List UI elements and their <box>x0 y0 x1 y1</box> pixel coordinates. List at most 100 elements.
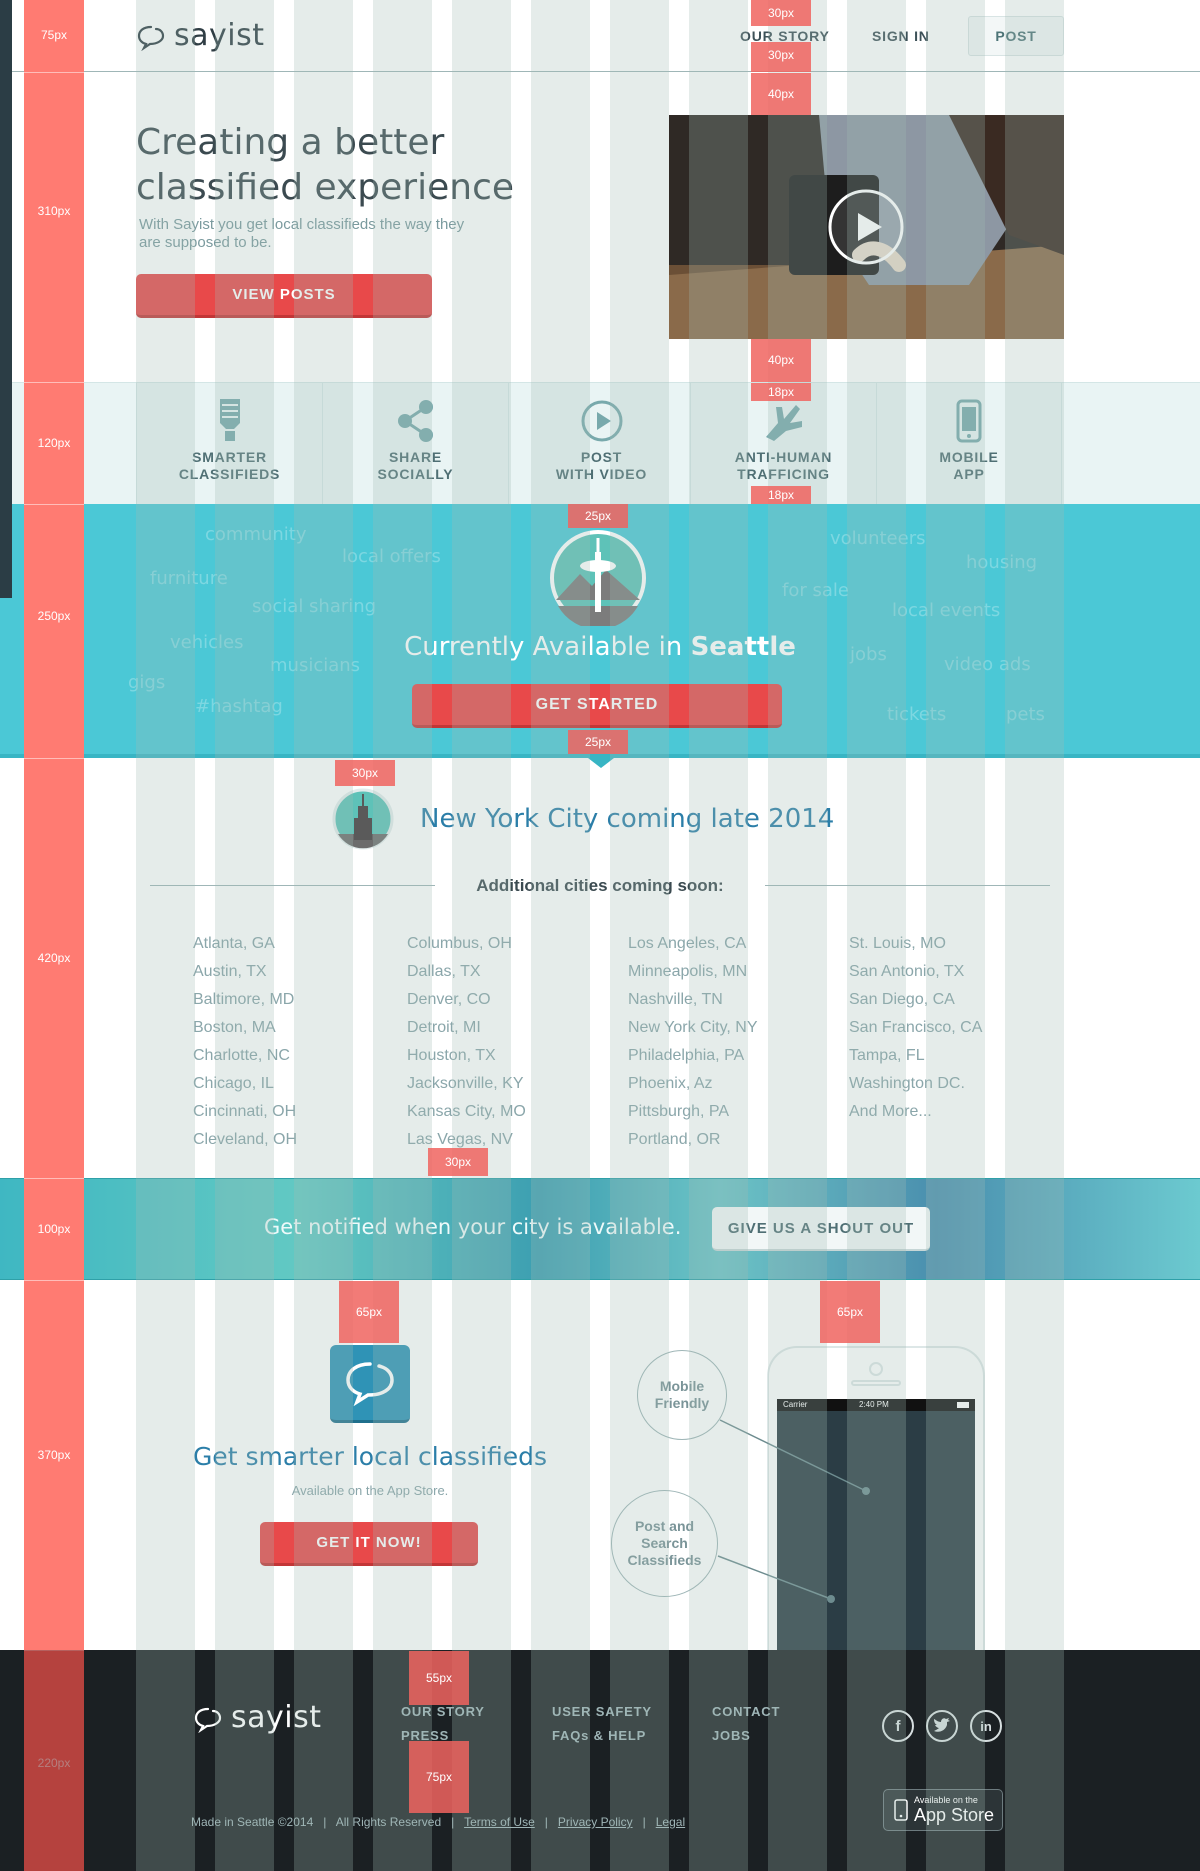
linkedin-icon[interactable]: in <box>970 1710 1002 1742</box>
notify-banner <box>0 1178 1200 1280</box>
feature-anti-human-trafficing[interactable]: ANTI-HUMAN TRAFFICING <box>690 383 876 505</box>
twitter-icon[interactable] <box>926 1710 958 1742</box>
ruler-separator <box>24 1280 84 1281</box>
notify-text: Get notified when your city is available… <box>264 1215 682 1239</box>
footer-link-user-safety[interactable]: USER SAFETY <box>552 1704 652 1719</box>
city-item: Washington DC. <box>849 1075 965 1092</box>
view-posts-button[interactable]: VIEW POSTS <box>136 274 432 318</box>
spacing-marker: 30px <box>335 760 395 786</box>
city-item[interactable]: And More... <box>849 1103 932 1120</box>
features-bar: SMARTER CLASSIFIEDS SHARE SOCIALLY POST WIT… <box>0 382 1200 505</box>
legal-link[interactable]: Legal <box>655 1815 686 1829</box>
feature-label-line1: SMARTER <box>192 449 267 465</box>
city-item: New York City, NY <box>628 1019 758 1036</box>
footer-link-press[interactable]: PRESS <box>401 1728 450 1743</box>
city-item: San Francisco, CA <box>849 1019 983 1036</box>
empire-state-icon <box>332 788 394 850</box>
app-store-badge[interactable]: Available on the App Store <box>883 1789 1003 1831</box>
feature-post-with-video[interactable]: POST WITH VIDEO <box>508 383 694 505</box>
get-it-now-button[interactable]: GET IT NOW! <box>260 1522 478 1566</box>
footer-logo[interactable]: sayist <box>193 1700 322 1735</box>
ruler-label: 420px <box>37 951 71 965</box>
city-item: Las Vegas, NV <box>407 1131 513 1148</box>
city-item: Columbus, OH <box>407 935 512 952</box>
separator: | <box>544 1815 548 1829</box>
separator: | <box>451 1815 455 1829</box>
phone-icon <box>894 1799 908 1821</box>
shout-out-button[interactable]: GIVE US A SHOUT OUT <box>712 1207 930 1251</box>
feature-share-socially[interactable]: SHARE SOCIALLY <box>322 383 508 505</box>
nav-sign-in[interactable]: SIGN IN <box>872 28 930 44</box>
feature-label-line2: WITH VIDEO <box>555 466 648 482</box>
battery-icon <box>957 1402 969 1408</box>
city-item: Denver, CO <box>407 991 491 1008</box>
city-item: Boston, MA <box>193 1019 276 1036</box>
spacing-marker: 18px <box>751 486 811 504</box>
feature-label-line2: APP <box>953 466 985 482</box>
tag-word: tickets <box>887 704 947 725</box>
feature-smarter-classifieds[interactable]: SMARTER CLASSIFIEDS <box>136 383 322 505</box>
city-item: Cincinnati, OH <box>193 1103 297 1120</box>
facebook-icon[interactable]: f <box>882 1710 914 1742</box>
copyright-text: Made in Seattle ©2014 <box>191 1815 314 1829</box>
nav-post-button[interactable]: POST <box>968 16 1064 56</box>
spacing-marker: 30px <box>751 42 811 72</box>
logo-text: sayist <box>174 18 265 53</box>
phone-speaker <box>851 1380 901 1386</box>
tag-word: #hashtag <box>195 696 283 717</box>
footer-link-our-story[interactable]: OUR STORY <box>401 1704 485 1719</box>
city-item: Austin, TX <box>193 963 267 980</box>
footer-link-contact[interactable]: CONTACT <box>712 1704 781 1719</box>
footer-link-faqs[interactable]: FAQs & HELP <box>552 1728 647 1743</box>
footer-link-jobs[interactable]: JOBS <box>712 1728 751 1743</box>
spacing-marker: 65px <box>339 1281 399 1343</box>
city-item: Portland, OR <box>628 1131 721 1148</box>
seattle-city: Seattle <box>690 632 796 662</box>
privacy-link[interactable]: Privacy Policy <box>557 1815 633 1829</box>
callout-line: Friendly <box>654 1395 710 1411</box>
speech-bubble-icon <box>346 1361 394 1406</box>
city-item: Chicago, IL <box>193 1075 274 1092</box>
feature-label-line2: CLASSIFIEDS <box>178 466 281 482</box>
nyc-coming-text: New York City coming late 2014 <box>420 804 835 834</box>
tag-word: housing <box>966 552 1038 573</box>
callout-line: Classifieds <box>627 1552 702 1568</box>
separator: | <box>642 1815 646 1829</box>
speech-bubble-icon <box>137 25 165 51</box>
city-item: Jacksonville, KY <box>407 1075 524 1092</box>
divider-right <box>765 885 1050 886</box>
logo[interactable]: sayist <box>136 18 265 53</box>
phone-camera <box>869 1362 883 1376</box>
hero-video[interactable] <box>669 115 1064 339</box>
get-started-button[interactable]: GET STARTED <box>412 684 782 728</box>
app-icon[interactable] <box>330 1345 410 1423</box>
nav-our-story[interactable]: OUR STORY <box>740 28 830 44</box>
tag-word: gigs <box>128 672 166 693</box>
play-icon[interactable] <box>826 187 906 267</box>
tag-word: video ads <box>944 654 1031 675</box>
mobile-icon <box>947 399 991 443</box>
ruler-label: 100px <box>37 1222 71 1236</box>
city-item: Philadelphia, PA <box>628 1047 745 1064</box>
tag-word: local events <box>892 600 1001 621</box>
tag-word: furniture <box>150 568 228 589</box>
ruler-label: 120px <box>37 436 71 450</box>
currently-available-text: Currently Available in Seattle <box>300 632 900 662</box>
city-item: Nashville, TN <box>628 991 723 1008</box>
spacing-marker: 65px <box>820 1281 880 1343</box>
city-column-4: St. Louis, MO San Antonio, TX San Diego,… <box>849 932 982 1128</box>
app-subtitle: Available on the App Store. <box>291 1483 449 1498</box>
ruler-separator <box>24 72 84 73</box>
callout-lines <box>717 1419 870 1603</box>
copyright-line: Made in Seattle ©2014 | All Rights Reser… <box>191 1815 685 1829</box>
callout-mobile-friendly: Mobile Friendly <box>637 1350 727 1440</box>
callout-line: Mobile <box>659 1378 705 1394</box>
terms-link[interactable]: Terms of Use <box>464 1815 535 1829</box>
city-item: St. Louis, MO <box>849 935 946 952</box>
hero-title: Creating a better classified experience <box>136 120 656 210</box>
space-needle-icon <box>550 530 646 626</box>
speech-bubble-icon <box>194 1707 222 1733</box>
feature-mobile-app[interactable]: MOBILE APP <box>876 383 1062 505</box>
app-title: Get smarter local classifieds <box>192 1442 548 1471</box>
